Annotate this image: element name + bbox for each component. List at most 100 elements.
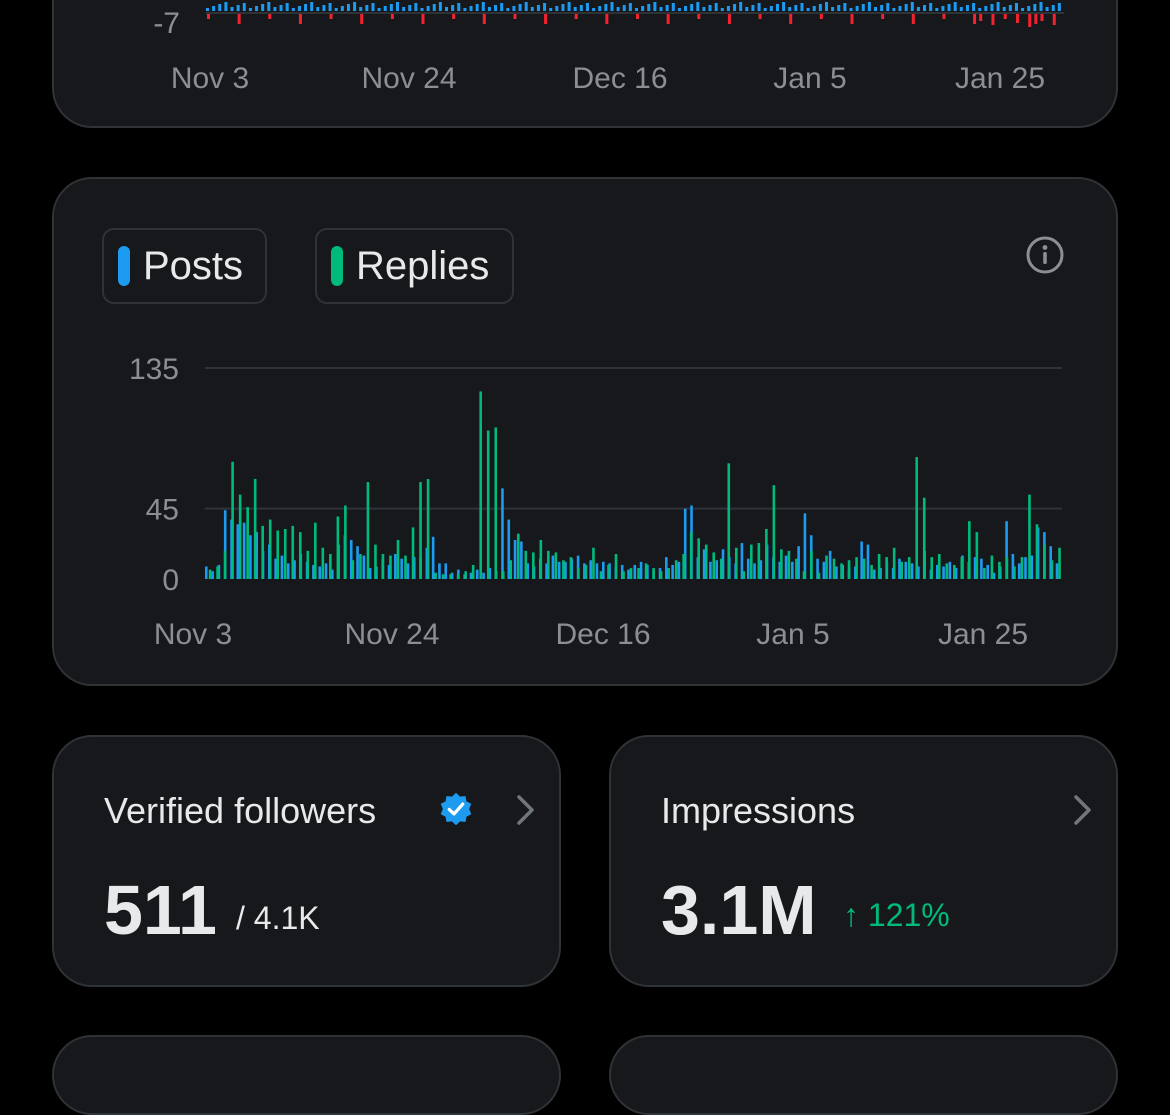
replies-bar: [870, 564, 873, 579]
info-icon[interactable]: [1025, 235, 1065, 275]
replies-bar: [524, 550, 528, 579]
gain-bar: [837, 5, 841, 11]
loss-bar: [1003, 13, 1007, 19]
legend-chip-posts[interactable]: Posts: [102, 228, 267, 304]
posts-bar: [589, 560, 592, 579]
gain-bar: [438, 2, 442, 11]
gain-bar: [622, 5, 626, 11]
gain-bar: [402, 7, 406, 11]
gain-bar: [1027, 6, 1031, 11]
loss-bar: [973, 13, 977, 24]
posts-bar: [583, 563, 586, 579]
posts-bar: [683, 508, 687, 579]
replies-bar: [471, 564, 475, 579]
gain-bar: [671, 3, 675, 11]
gain-bar: [733, 4, 737, 11]
posts-bar: [917, 566, 920, 579]
replies-bar: [329, 553, 332, 579]
verified-followers-value: 511: [104, 871, 217, 949]
loss-bar: [544, 13, 548, 24]
gain-bar: [824, 2, 828, 11]
loss-bar: [298, 13, 302, 24]
gain-bar: [745, 7, 749, 11]
loss-bar: [636, 13, 639, 19]
replies-bar: [321, 547, 325, 579]
replies-bar: [231, 461, 234, 579]
verified-followers-title: Verified followers: [104, 790, 377, 831]
posts-bar: [551, 555, 555, 579]
gain-bar: [867, 2, 871, 11]
metric-card-partial[interactable]: [52, 1035, 561, 1115]
gain-bar: [984, 6, 988, 11]
replies-bar: [344, 505, 347, 579]
posts-bar: [791, 561, 794, 579]
gain-bar: [959, 7, 963, 11]
gain-bar: [224, 2, 228, 11]
posts-bar: [406, 563, 410, 579]
posts-bar: [822, 561, 826, 579]
replies-bar: [208, 569, 212, 579]
followers-change-bars: [206, 2, 1061, 27]
replies-bar: [689, 532, 693, 579]
gain-bar: [849, 8, 853, 11]
gain-bar: [365, 5, 369, 11]
gain-bar: [322, 5, 326, 11]
posts-bar: [1005, 521, 1008, 579]
posts-bar: [879, 568, 882, 579]
gain-bar: [451, 5, 455, 11]
legend-chip-replies[interactable]: Replies: [315, 228, 514, 304]
gain-bar: [653, 2, 657, 11]
loss-bar: [758, 13, 762, 19]
replies-bar: [434, 572, 437, 579]
chevron-right-icon[interactable]: [514, 793, 538, 827]
gain-bar: [929, 3, 933, 11]
verified-followers-card[interactable]: Verified followers 511 / 4.1K: [52, 735, 561, 987]
gain-bar: [990, 4, 994, 11]
gain-bar: [261, 4, 265, 11]
replies-swatch: [331, 246, 343, 286]
posts-bar: [601, 561, 605, 579]
replies-bar: [855, 557, 858, 579]
posts-bar: [639, 561, 643, 579]
replies-bar: [877, 553, 881, 579]
replies-bar: [426, 478, 430, 579]
gain-bar: [285, 3, 289, 11]
gain-bar: [714, 3, 718, 11]
gain-bar: [267, 2, 271, 11]
posts-bar: [828, 550, 832, 579]
loss-bar: [452, 13, 456, 19]
replies-bar: [577, 568, 580, 579]
gain-bar: [684, 6, 688, 11]
replies-bar: [817, 572, 821, 579]
posts-bar: [872, 569, 876, 579]
replies-bar: [411, 527, 415, 579]
posts-bar: [242, 522, 246, 579]
replies-bar: [787, 550, 791, 579]
posts-bar: [331, 569, 334, 579]
replies-bar: [223, 550, 227, 579]
posts-bar: [387, 564, 391, 579]
replies-bar: [922, 497, 926, 579]
gain-bar: [604, 4, 608, 11]
replies-bar: [336, 516, 340, 579]
gain-bar: [610, 2, 614, 11]
impressions-card[interactable]: Impressions 3.1M ↑ 121%: [609, 735, 1118, 987]
loss-bar: [360, 13, 364, 24]
replies-bar: [945, 563, 949, 579]
metric-card-partial[interactable]: [609, 1035, 1118, 1115]
posts-bar: [935, 564, 939, 579]
posts-bar: [236, 524, 240, 579]
impressions-value: 3.1M: [661, 871, 817, 949]
posts-bar: [280, 555, 284, 579]
gain-bar: [236, 5, 240, 11]
legend-label-posts: Posts: [143, 243, 244, 288]
gain-bar: [304, 4, 308, 11]
gain-bar: [635, 8, 638, 11]
gain-bar: [524, 2, 528, 11]
chevron-right-icon[interactable]: [1071, 793, 1095, 827]
posts-bar: [400, 558, 403, 579]
replies-bar: [238, 494, 242, 579]
loss-bar: [1052, 13, 1056, 25]
replies-bar: [539, 539, 543, 579]
posts-bar: [627, 569, 630, 579]
